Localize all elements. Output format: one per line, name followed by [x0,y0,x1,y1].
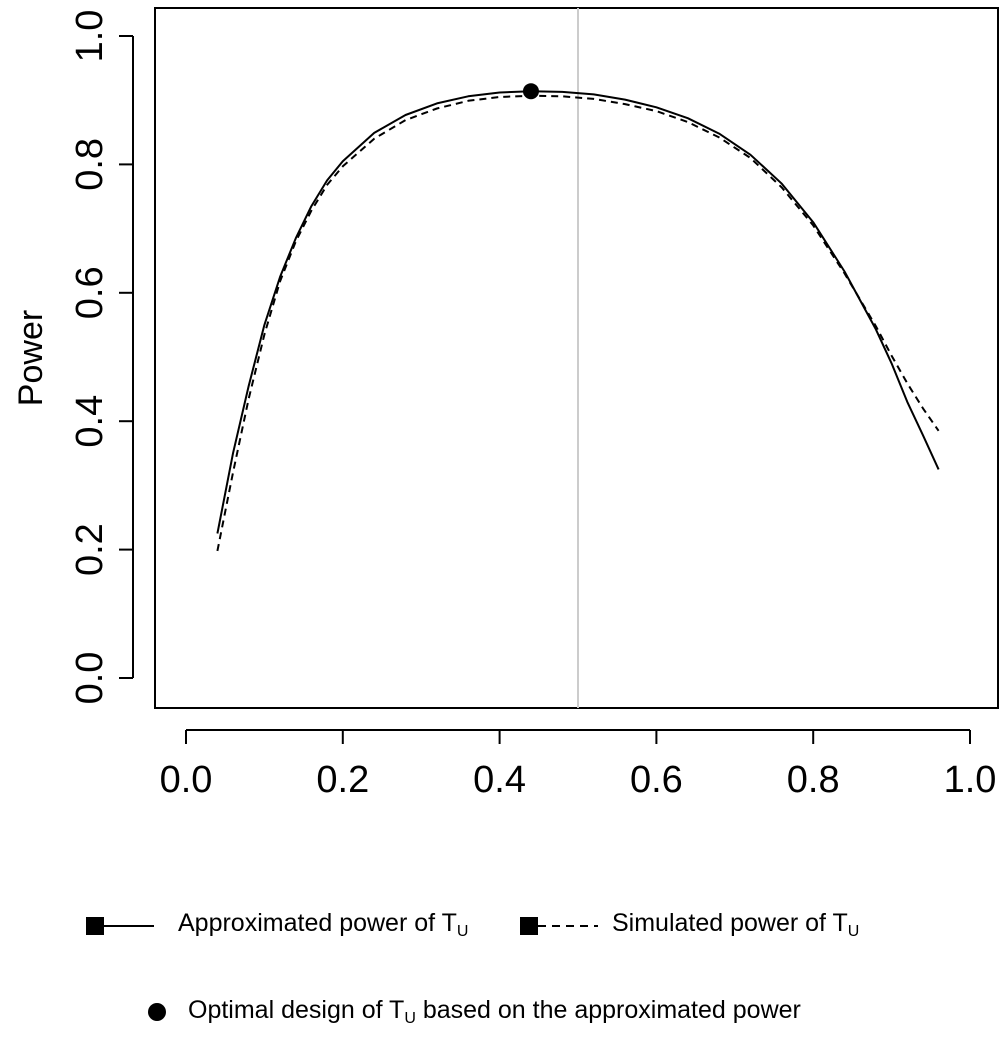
x-tick-label: 0.2 [316,759,369,801]
x-tick-label: 0.4 [473,759,526,801]
optimal-legend-text-a: Optimal design of T [188,996,405,1024]
optimal-legend-key [146,1001,168,1028]
y-tick-label: 1.0 [69,10,111,63]
y-tick-label: 0.8 [69,138,111,191]
simulated-power-line [216,94,940,552]
sim-legend-label: Simulated power of TU [612,908,859,947]
y-tick-label: 0.6 [69,266,111,319]
x-axis-label: ω [566,813,588,820]
legend-row-2: Optimal design of TU based on the approx… [0,992,1003,1032]
sim-legend-key [520,916,600,941]
approx-legend-key [86,916,156,941]
x-tick-label: 1.0 [944,759,997,801]
y-axis-label: Power [12,310,50,406]
approximated-power-line [216,90,940,534]
optimal-design-point [522,83,539,100]
optimal-legend-subscript: U [404,1010,416,1027]
optimal-legend-label: Optimal design of TU based on the approx… [188,995,801,1034]
sim-legend-text: Simulated power of T [612,909,848,937]
approx-legend-text: Approximated power of T [178,909,457,937]
x-tick-label: 0.0 [160,759,213,801]
axes: 0.0 0.2 0.4 0.6 0.8 1.0 0.0 0.2 0.4 0.6 0.8 1.0 [69,7,999,801]
sim-legend-subscript: U [847,923,860,940]
optimal-legend-text-b: based on the approximated power [415,996,801,1024]
data-layer [216,8,940,708]
y-tick-label: 0.0 [69,652,111,705]
approx-legend-subscript: U [456,923,469,940]
legend-row-1: Approximated power of TU Simulated power… [0,904,1003,944]
y-tick-label: 0.4 [69,395,111,448]
x-tick-label: 0.6 [630,759,683,801]
approx-legend-label: Approximated power of TU [178,908,468,947]
x-tick-label: 0.8 [787,759,840,801]
y-tick-label: 0.2 [69,523,111,576]
plot-frame [154,7,999,709]
power-chart: 0.0 0.2 0.4 0.6 0.8 1.0 0.0 0.2 0.4 0.6 0.8 1.0 ω P… [12,7,999,820]
